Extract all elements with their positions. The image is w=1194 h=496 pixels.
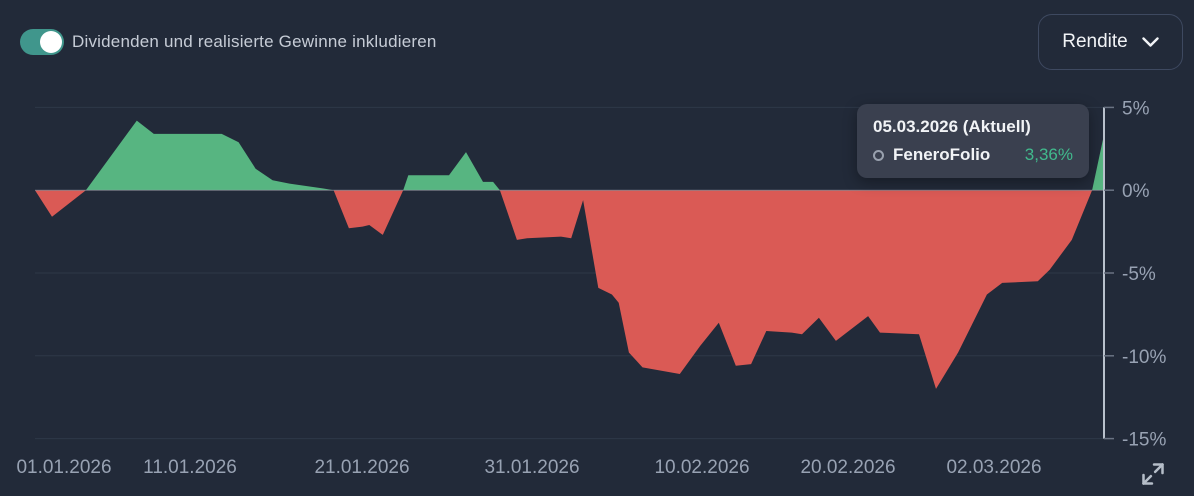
x-axis-label: 10.02.2026 <box>654 457 749 478</box>
dividends-toggle-label: Dividenden und realisierte Gewinne inklu… <box>72 32 437 51</box>
y-axis-label: -15% <box>1122 430 1166 451</box>
y-axis-label: -10% <box>1122 347 1166 368</box>
x-axis-label: 02.03.2026 <box>946 457 1041 478</box>
tooltip-date: 05.03.2026 (Aktuell) <box>873 117 1031 136</box>
y-axis-label: 5% <box>1122 98 1150 119</box>
y-axis-label: -5% <box>1122 264 1156 285</box>
x-axis-label: 20.02.2026 <box>800 457 895 478</box>
tooltip-series-row: FeneroFolio 3,36% <box>873 145 1073 165</box>
x-axis-label: 11.01.2026 <box>143 457 237 478</box>
chevron-down-icon <box>1142 36 1159 47</box>
toggle-knob-icon <box>40 31 62 53</box>
area-negative[interactable] <box>35 121 1104 389</box>
series-marker-icon <box>873 149 884 161</box>
chart-tooltip: 05.03.2026 (Aktuell) FeneroFolio 3,36% <box>857 104 1089 178</box>
area-positive[interactable] <box>35 120 1104 389</box>
x-axis-label: 31.01.2026 <box>484 457 579 478</box>
rendite-dropdown-label: Rendite <box>1062 31 1128 52</box>
x-axis-label: 21.01.2026 <box>314 457 409 478</box>
rendite-dropdown-button[interactable]: Rendite <box>1038 14 1183 70</box>
expand-icon[interactable] <box>1134 455 1172 493</box>
y-axis-label: 0% <box>1122 181 1150 202</box>
tooltip-series-name: FeneroFolio <box>893 145 991 164</box>
tooltip-series-value: 3,36% <box>1024 145 1073 164</box>
x-axis-label: 01.01.2026 <box>16 457 111 478</box>
dividends-toggle[interactable] <box>20 29 64 55</box>
